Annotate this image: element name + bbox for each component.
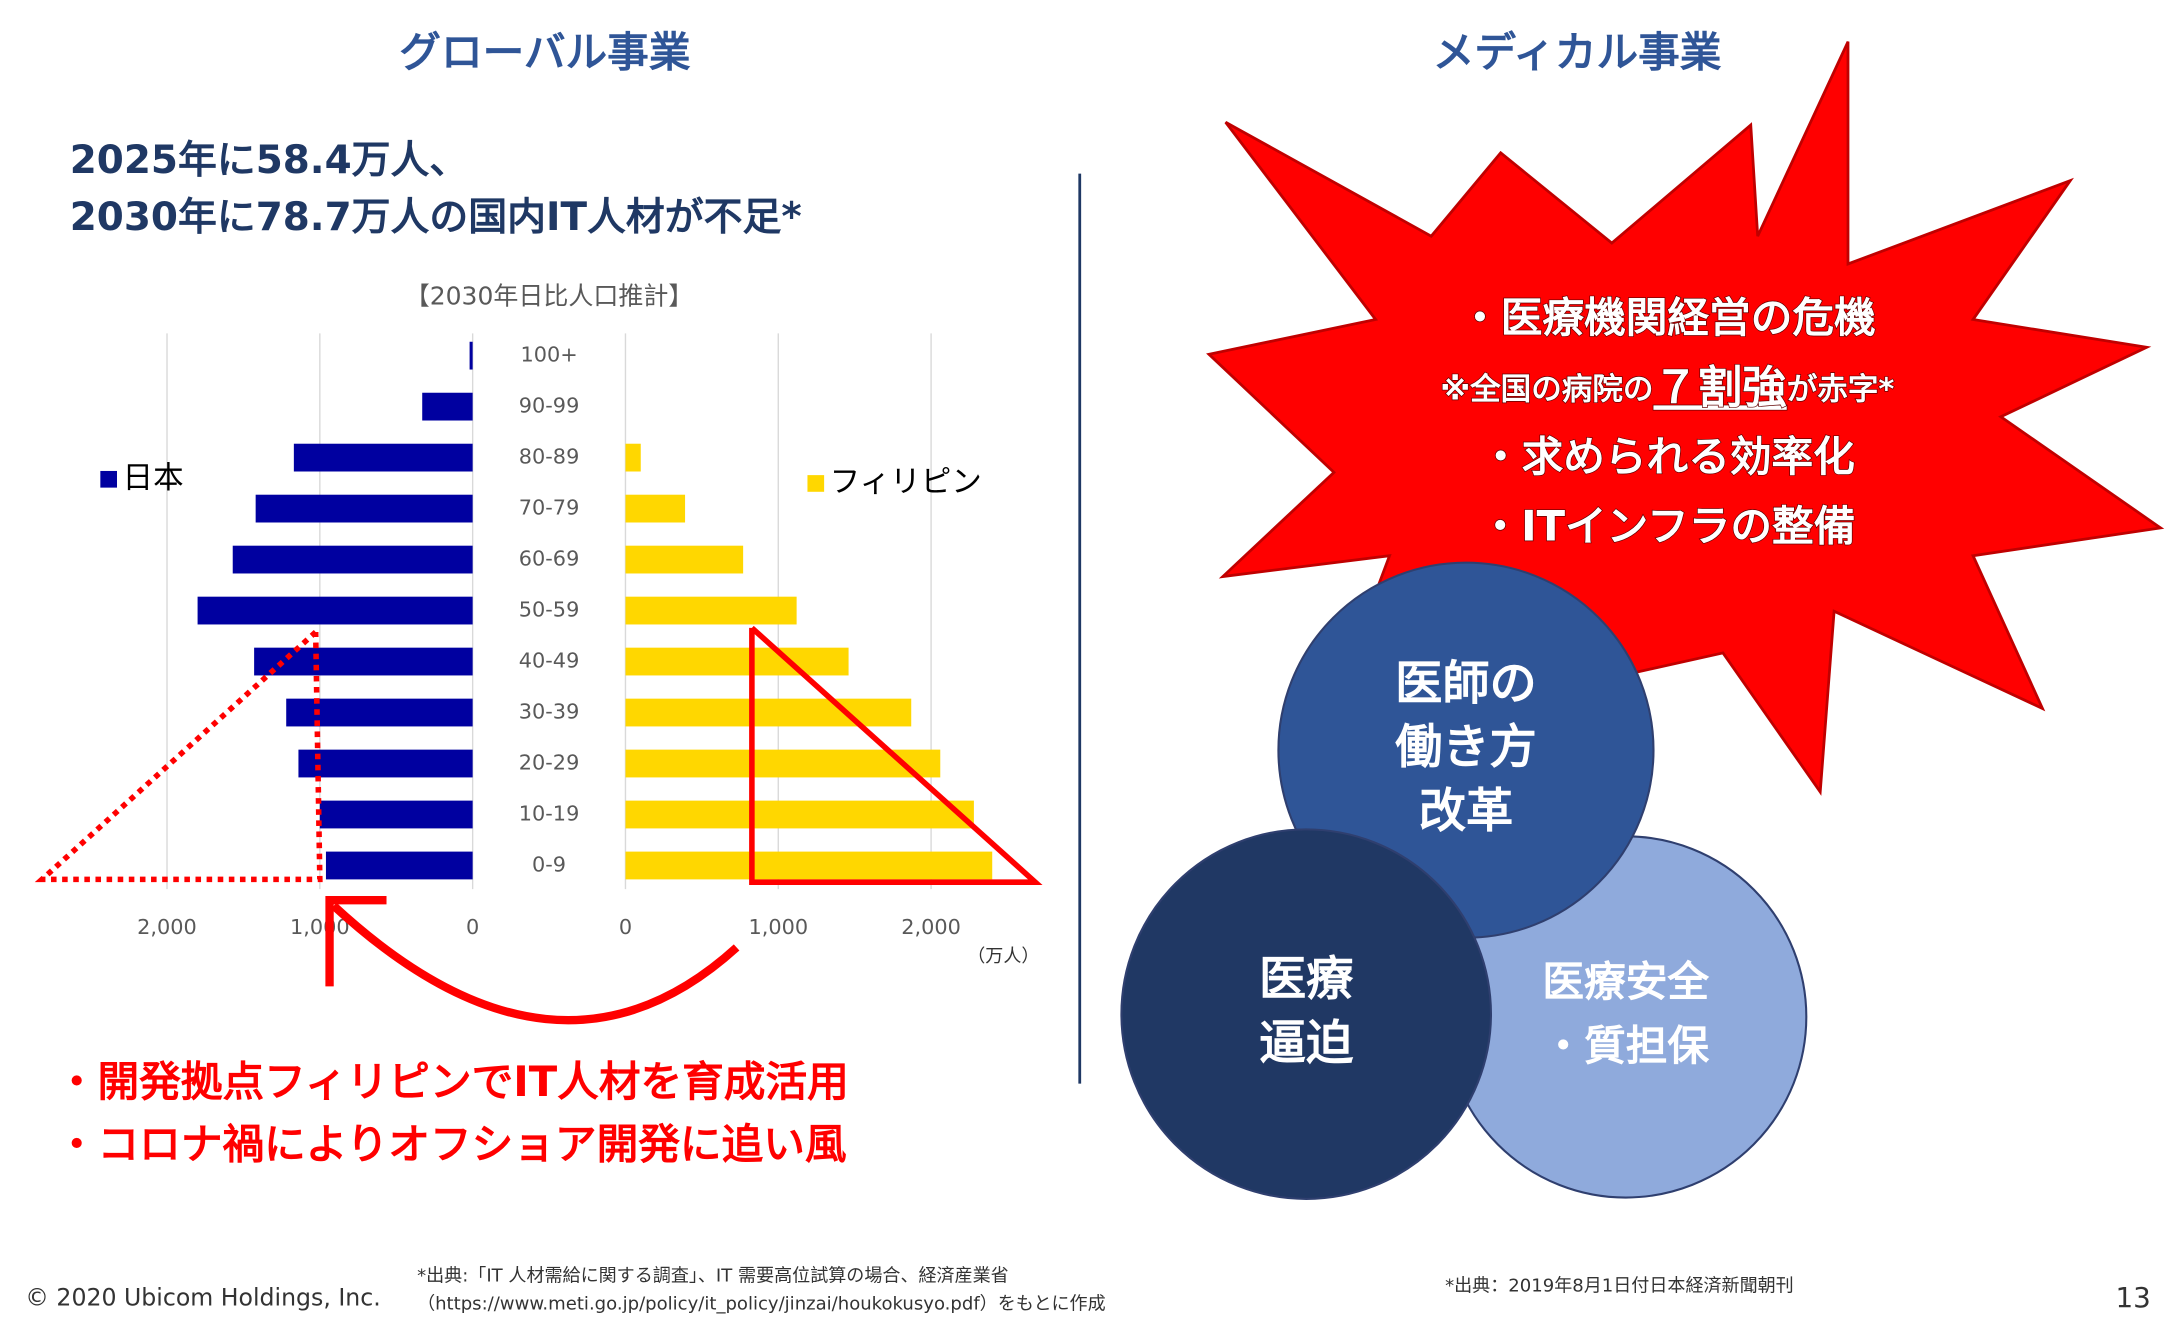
- bar: [625, 545, 744, 574]
- x-tick-label: 0: [619, 915, 632, 939]
- bar: [255, 494, 473, 523]
- bar: [319, 800, 473, 829]
- category-label: 70-79: [519, 496, 580, 520]
- bar: [625, 647, 849, 676]
- category-label: 30-39: [519, 700, 580, 724]
- circle-text: 医師の: [1395, 656, 1537, 711]
- page-number: 13: [2116, 1281, 2151, 1314]
- source: （https://www.meti.go.jp/policy/it_policy…: [417, 1293, 1106, 1314]
- bar: [232, 545, 473, 574]
- category-label: 100+: [520, 343, 577, 367]
- arrow-head: [325, 896, 387, 987]
- category-label: 10-19: [519, 802, 580, 826]
- bar: [625, 800, 974, 829]
- bar: [625, 749, 941, 778]
- x-tick-label: 2,000: [901, 915, 961, 939]
- bar: [197, 596, 473, 625]
- bar: [298, 749, 473, 778]
- bar: [625, 698, 912, 727]
- circle-text: 改革: [1419, 784, 1513, 839]
- bar: [625, 443, 641, 472]
- category-label: 60-69: [519, 547, 580, 571]
- category-label: 40-49: [519, 649, 580, 673]
- x-tick-label: 1,000: [748, 915, 808, 939]
- chart-title: 【2030年日比人口推計】: [405, 281, 694, 310]
- bullet: ・コロナ禍によりオフショア開発に追い風: [56, 1120, 847, 1169]
- category-label: 0-9: [532, 852, 566, 876]
- circle-text: ・質担保: [1542, 1021, 1709, 1070]
- bar: [422, 392, 473, 421]
- arrow: [330, 902, 740, 1025]
- bar: [625, 596, 797, 625]
- source: *出典：2019年8月1日付日本経済新聞朝刊: [1445, 1275, 1794, 1296]
- copyright: © 2020 Ubicom Holdings, Inc.: [25, 1283, 380, 1311]
- x-tick-label: 0: [466, 915, 479, 939]
- star-text: ・求められる効率化: [1480, 432, 1855, 481]
- category-label: 20-29: [519, 751, 580, 775]
- star-text: ・ITインフラの整備: [1479, 501, 1855, 550]
- category-label: 90-99: [519, 394, 580, 418]
- star-text: ・医療機関経営の危機: [1459, 293, 1876, 342]
- bar: [325, 851, 473, 880]
- circle-text: 働き方: [1395, 720, 1537, 775]
- category-label: 80-89: [519, 445, 580, 469]
- bar: [293, 443, 473, 472]
- bullet: ・開発拠点フィリピンでIT人材を育成活用: [56, 1057, 849, 1106]
- legend-label: フィリピン: [830, 465, 982, 500]
- legend-swatch: [807, 475, 825, 492]
- bar: [625, 851, 993, 880]
- star-note: ※全国の病院の７割強が赤字*: [1440, 362, 1894, 413]
- bar: [469, 341, 473, 370]
- circle: [1120, 828, 1493, 1200]
- note-emphasis: ７割強: [1653, 362, 1786, 413]
- dotted-triangle: [34, 630, 323, 883]
- x-tick-label: 2,000: [137, 915, 197, 939]
- solid-triangle: [749, 625, 1043, 885]
- bar: [625, 494, 686, 523]
- legend-label: 日本: [123, 461, 184, 496]
- legend-swatch: [100, 470, 118, 488]
- circle-text: 医療安全: [1542, 957, 1709, 1006]
- category-label: 50-59: [519, 598, 580, 622]
- source: *出典:「IT 人材需給に関する調査」、IT 需要高位試算の場合、経済産業省: [417, 1266, 1009, 1287]
- chart: 【2030年日比人口推計】 0 1,000 2,000 0 1,000 2,000 （万人） 日…: [100, 281, 1039, 967]
- x-tick-label: 1,000: [290, 915, 350, 939]
- circle-text: 医療: [1259, 952, 1354, 1007]
- heading: グローバル事業: [399, 28, 691, 77]
- circle-text: 逼迫: [1259, 1016, 1354, 1071]
- note-text: ※全国の病院の: [1440, 371, 1653, 407]
- headline: 2030年に78.7万人の国内IT人材が不足*: [70, 195, 802, 240]
- heading: メディカル事業: [1433, 28, 1722, 77]
- x-axis-label: （万人）: [967, 946, 1039, 967]
- note-text: が赤字*: [1787, 371, 1895, 407]
- headline: 2025年に58.4万人、: [70, 138, 469, 183]
- bar: [254, 647, 473, 676]
